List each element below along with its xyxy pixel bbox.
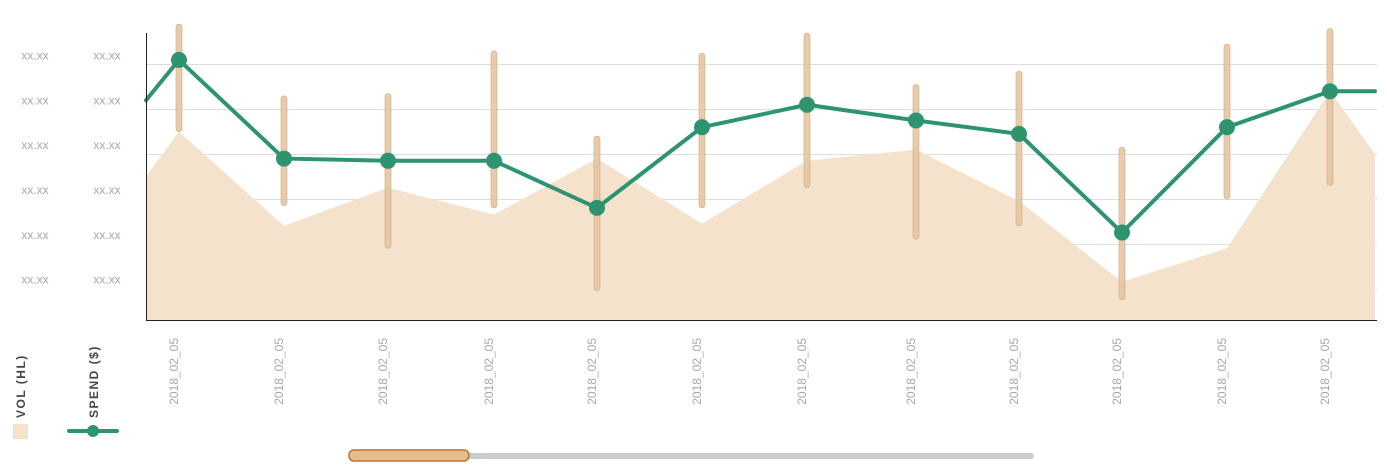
left-tick-label-6: xx.xx [21,273,48,287]
right-tick-label-1: xx.xx [93,48,120,62]
legend-spend-marker [87,425,99,437]
axes [146,33,1377,321]
x-tick-label-2: 2018_02_05 [272,338,286,405]
x-tick-label-5: 2018_02_05 [585,338,599,405]
x-tick-label-11: 2018_02_05 [1215,338,1229,405]
x-axis-tick-labels: 2018_02_05 2018_02_05 2018_02_05 2018_02_05… [167,338,1332,405]
left-tick-label-5: xx.xx [21,228,48,242]
volume-area [146,91,1375,320]
scrollbar-thumb[interactable] [348,449,470,462]
right-tick-label-3: xx.xx [93,138,120,152]
error-bar-1 [175,23,183,132]
spend-point-4 [486,152,502,169]
x-tick-label-10: 2018_02_05 [1110,338,1124,405]
right-tick-label-2: xx.xx [93,93,120,107]
scrollbar-track[interactable] [349,453,1034,459]
error-bar-8 [912,84,920,240]
spend-point-7 [799,96,815,113]
spend-point-6 [694,119,710,136]
right-tick-label-5: xx.xx [93,228,120,242]
right-axis-tick-labels: xx.xx xx.xx xx.xx xx.xx xx.xx xx.xx [93,48,120,286]
error-bar-4 [490,50,498,209]
spend-line [144,57,1377,235]
left-tick-label-3: xx.xx [21,138,48,152]
x-tick-label-7: 2018_02_05 [795,338,809,405]
left-tick-label-2: xx.xx [21,93,48,107]
error-bar-12 [1326,28,1334,186]
spend-point-3 [380,152,396,169]
spend-point-12 [1322,83,1338,100]
horizontal-scrollbar[interactable] [348,449,1034,462]
spend-point-2 [276,150,292,167]
spend-point-5 [589,199,605,216]
spend-point-9 [1011,125,1027,142]
error-bar-10 [1118,147,1126,301]
left-tick-label-4: xx.xx [21,183,48,197]
left-tick-label-1: xx.xx [21,48,48,62]
legend-vol-swatch [13,424,28,439]
spend-point-11 [1219,119,1235,136]
x-tick-label-12: 2018_02_05 [1318,338,1332,405]
x-tick-label-3: 2018_02_05 [376,338,390,405]
spend-point-8 [908,112,924,129]
legend-vol-label: VOL (HL) [14,354,28,418]
legend: VOL (HL) SPEND ($) [13,345,119,439]
error-bar-3 [384,93,392,249]
left-axis-tick-labels: xx.xx xx.xx xx.xx xx.xx xx.xx xx.xx [21,48,48,286]
error-bar-9 [1015,70,1023,227]
x-tick-label-1: 2018_02_05 [167,338,181,405]
legend-spend-label: SPEND ($) [87,345,101,418]
spend-point-10 [1114,224,1130,241]
spend-line-series [144,57,1377,235]
x-tick-label-6: 2018_02_05 [690,338,704,405]
right-tick-label-6: xx.xx [93,273,120,287]
spend-points [171,51,1338,241]
volume-area-series [146,91,1375,320]
right-tick-label-4: xx.xx [93,183,120,197]
x-tick-label-8: 2018_02_05 [904,338,918,405]
x-tick-label-9: 2018_02_05 [1007,338,1021,405]
spend-point-1 [171,51,187,68]
x-tick-label-4: 2018_02_05 [482,338,496,405]
